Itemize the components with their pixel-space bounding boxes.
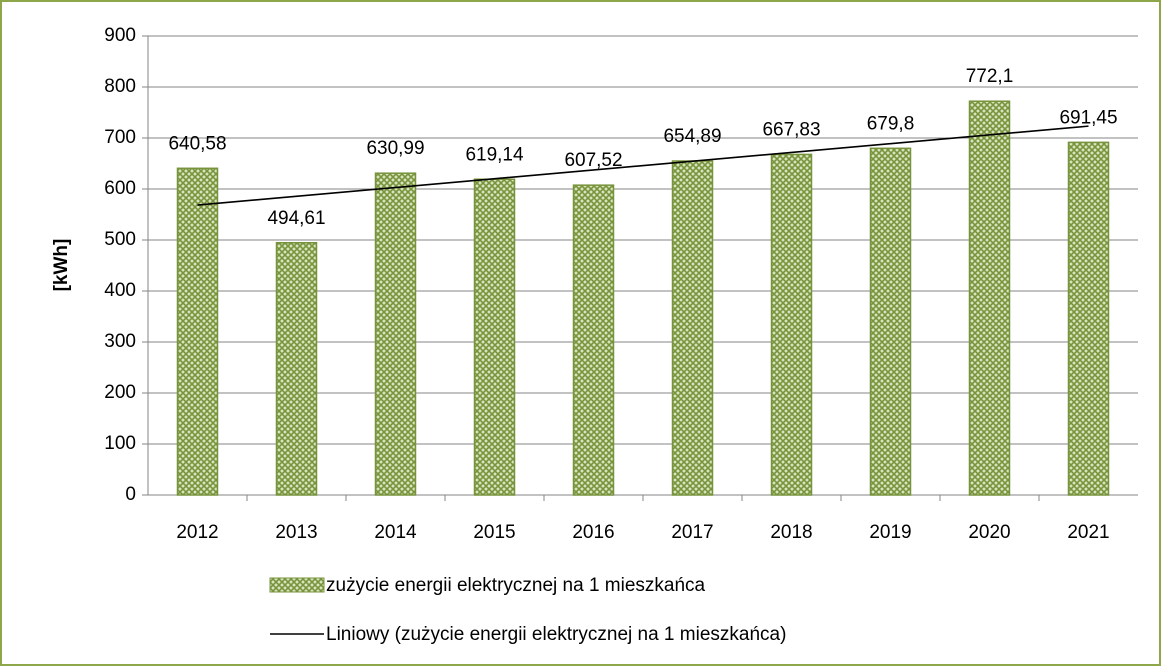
x-tick-label: 2021 (1067, 522, 1109, 543)
y-tick-label: 400 (104, 280, 136, 301)
legend-label: Liniowy (zużycie energii elektrycznej na… (326, 624, 786, 645)
y-tick-label: 200 (104, 382, 136, 403)
data-label: 679,8 (867, 113, 915, 134)
y-tick-label: 600 (104, 178, 136, 199)
x-tick-label: 2018 (770, 522, 812, 543)
data-label: 772,1 (966, 66, 1014, 87)
data-label: 607,52 (564, 150, 622, 171)
bar (671, 160, 714, 496)
x-tick-label: 2019 (869, 522, 911, 543)
legend-swatch (269, 577, 325, 593)
y-tick-label: 700 (104, 127, 136, 148)
bar (374, 172, 417, 496)
data-label: 630,99 (366, 138, 424, 159)
x-tick-label: 2013 (275, 522, 317, 543)
legend-label: zużycie energii elektrycznej na 1 mieszk… (326, 575, 706, 596)
data-label: 667,83 (762, 119, 820, 140)
data-label: 619,14 (465, 144, 524, 165)
y-tick-label: 300 (104, 331, 136, 352)
x-tick-label: 2015 (473, 522, 515, 543)
data-label: 640,58 (168, 133, 226, 154)
y-tick-label: 0 (125, 484, 136, 505)
data-label: 654,89 (663, 126, 721, 147)
bar (275, 241, 318, 496)
trendline (197, 125, 1089, 206)
y-axis-label: [kWh] (51, 239, 72, 292)
bar (176, 167, 219, 496)
y-tick-label: 800 (104, 76, 136, 97)
y-tick-label: 900 (104, 25, 136, 46)
bar (770, 153, 813, 496)
data-label: 494,61 (267, 208, 325, 229)
y-tick-label: 100 (104, 433, 136, 454)
bar (869, 147, 912, 496)
data-label: 691,45 (1059, 107, 1117, 128)
x-tick-label: 2014 (374, 522, 417, 543)
x-tick-label: 2017 (671, 522, 713, 543)
bar (1067, 141, 1110, 496)
bar (473, 178, 516, 496)
x-tick-label: 2012 (176, 522, 218, 543)
x-tick-label: 2016 (572, 522, 614, 543)
bar (572, 184, 615, 496)
y-tick-label: 500 (104, 229, 136, 250)
bar (968, 100, 1011, 496)
x-tick-label: 2020 (968, 522, 1010, 543)
